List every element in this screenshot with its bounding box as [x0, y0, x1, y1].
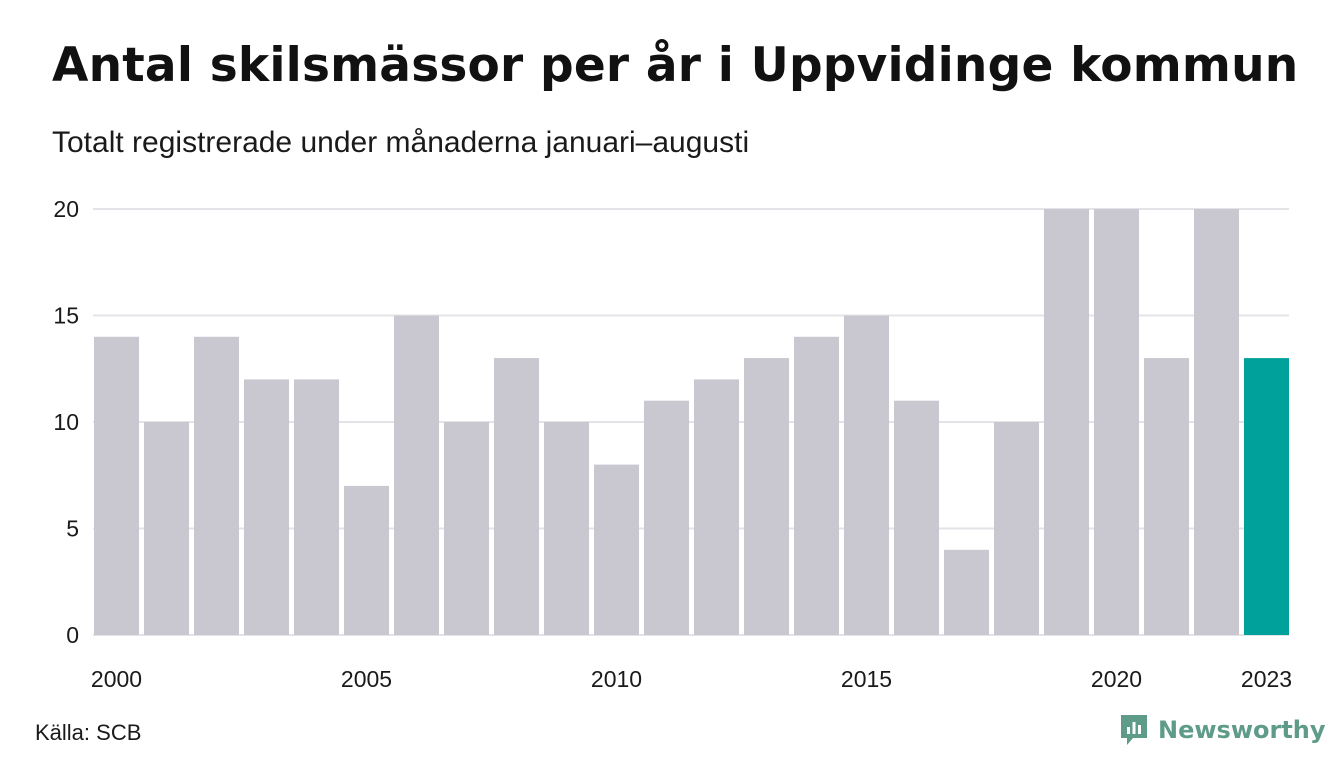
bar: [394, 315, 439, 635]
bar: [94, 336, 139, 635]
bar: [844, 315, 889, 635]
y-tick-label: 15: [53, 303, 79, 329]
x-tick-label: 2010: [591, 666, 642, 692]
y-tick-label: 10: [53, 409, 79, 435]
bar: [244, 379, 289, 635]
bar: [544, 422, 589, 635]
newsworthy-logo-icon: [1121, 715, 1147, 745]
x-tick-label: 2000: [91, 666, 142, 692]
bar: [144, 422, 189, 635]
bar: [444, 422, 489, 635]
bar: [194, 336, 239, 635]
bar-highlight: [1244, 358, 1289, 635]
chart-title: Antal skilsmässor per år i Uppvidinge ko…: [52, 38, 1299, 93]
bar: [1094, 209, 1139, 635]
chart-subtitle: Totalt registrerade under månaderna janu…: [52, 126, 750, 159]
bar-chart: 0 5 10 15 20 2000 2005 2010 2015 2020 2023: [53, 196, 1292, 692]
bar: [344, 485, 389, 635]
source-note: Källa: SCB: [35, 720, 142, 745]
bar: [494, 358, 539, 635]
x-tick-label: 2020: [1091, 666, 1142, 692]
x-tick-label: 2023: [1241, 666, 1292, 692]
bar: [994, 422, 1039, 635]
bar: [744, 358, 789, 635]
x-tick-label: 2005: [341, 666, 392, 692]
bar: [1044, 209, 1089, 635]
y-tick-label: 20: [53, 196, 79, 222]
y-tick-label: 0: [66, 622, 79, 648]
bar: [794, 336, 839, 635]
bar: [1144, 358, 1189, 635]
brand-name: Newsworthy: [1158, 716, 1326, 744]
bar: [294, 379, 339, 635]
brand: Newsworthy: [1118, 712, 1326, 748]
bar: [1194, 209, 1239, 635]
bar: [644, 400, 689, 635]
bar: [694, 379, 739, 635]
y-tick-label: 5: [66, 516, 79, 542]
x-tick-label: 2015: [841, 666, 892, 692]
bar: [594, 464, 639, 635]
bar: [944, 549, 989, 635]
bar: [894, 400, 939, 635]
